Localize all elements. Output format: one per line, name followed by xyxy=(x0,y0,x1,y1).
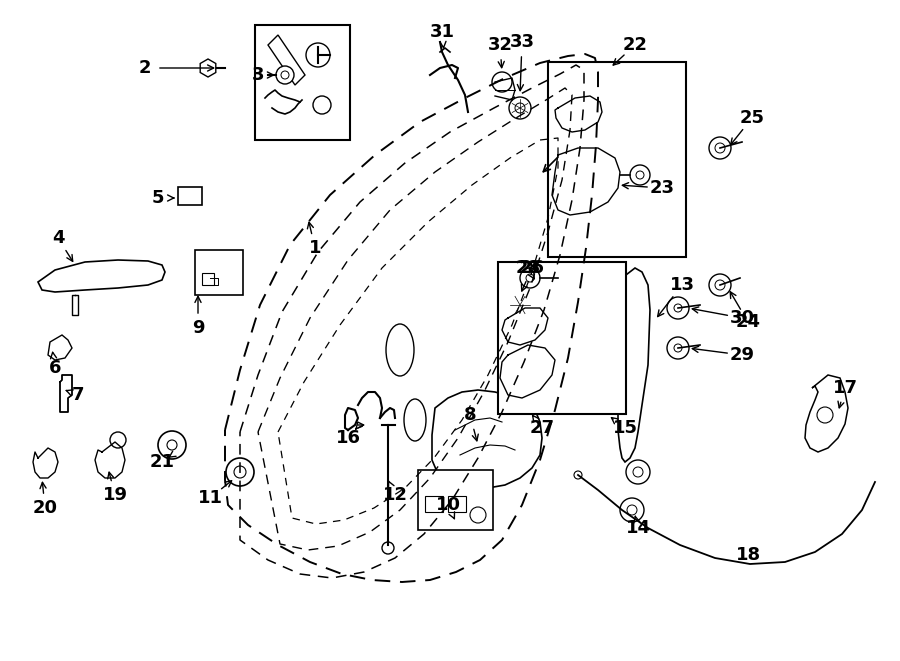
Bar xyxy=(195,250,243,295)
Text: 7: 7 xyxy=(72,386,85,404)
Text: 23: 23 xyxy=(650,179,674,197)
Circle shape xyxy=(674,344,682,352)
Circle shape xyxy=(667,337,689,359)
Text: 17: 17 xyxy=(832,379,858,397)
Circle shape xyxy=(470,507,486,523)
Circle shape xyxy=(709,274,731,296)
Circle shape xyxy=(630,165,650,185)
Text: 19: 19 xyxy=(103,486,128,504)
Circle shape xyxy=(817,407,833,423)
Text: 8: 8 xyxy=(464,406,476,424)
Polygon shape xyxy=(33,448,58,478)
Text: 22: 22 xyxy=(623,36,647,54)
Text: 13: 13 xyxy=(670,276,695,294)
Circle shape xyxy=(520,268,540,288)
Text: 27: 27 xyxy=(529,419,554,437)
Text: 15: 15 xyxy=(613,419,637,437)
Circle shape xyxy=(574,471,582,479)
Circle shape xyxy=(515,103,525,113)
Text: 12: 12 xyxy=(382,486,408,504)
Polygon shape xyxy=(38,260,165,292)
Polygon shape xyxy=(618,268,650,462)
Text: 10: 10 xyxy=(436,496,461,514)
Circle shape xyxy=(636,171,644,179)
Bar xyxy=(418,470,493,530)
Circle shape xyxy=(382,542,394,554)
Text: 6: 6 xyxy=(49,359,61,377)
Circle shape xyxy=(313,96,331,114)
Circle shape xyxy=(715,280,725,290)
Circle shape xyxy=(674,304,682,312)
Text: 16: 16 xyxy=(336,429,361,447)
Text: 24: 24 xyxy=(735,313,760,331)
Text: 31: 31 xyxy=(429,23,454,41)
Bar xyxy=(202,273,214,285)
Text: 26: 26 xyxy=(519,259,544,277)
Text: 30: 30 xyxy=(730,309,754,327)
Circle shape xyxy=(633,467,643,477)
Text: 1: 1 xyxy=(309,239,321,257)
Polygon shape xyxy=(432,390,542,488)
Circle shape xyxy=(167,440,177,450)
Bar xyxy=(498,262,626,414)
Text: 28: 28 xyxy=(516,259,541,277)
Circle shape xyxy=(306,43,330,67)
Bar xyxy=(548,62,686,257)
Text: 25: 25 xyxy=(740,109,764,127)
Polygon shape xyxy=(60,375,72,412)
Circle shape xyxy=(515,300,525,310)
Text: 5: 5 xyxy=(152,189,164,207)
Polygon shape xyxy=(805,375,848,452)
Bar xyxy=(425,496,443,512)
Text: 33: 33 xyxy=(509,33,535,51)
Circle shape xyxy=(626,460,650,484)
Text: 9: 9 xyxy=(192,319,204,337)
Circle shape xyxy=(667,297,689,319)
Bar xyxy=(448,496,466,512)
Circle shape xyxy=(627,505,637,515)
Text: 3: 3 xyxy=(252,66,265,84)
Text: 29: 29 xyxy=(730,346,754,364)
Circle shape xyxy=(276,66,294,84)
Text: 32: 32 xyxy=(488,36,512,54)
Circle shape xyxy=(226,458,254,486)
Text: 18: 18 xyxy=(735,546,760,564)
Circle shape xyxy=(508,293,532,317)
Polygon shape xyxy=(502,308,548,345)
Polygon shape xyxy=(552,148,620,215)
Circle shape xyxy=(234,466,246,478)
Polygon shape xyxy=(48,335,72,360)
Text: 21: 21 xyxy=(149,453,175,471)
Bar xyxy=(255,25,350,140)
Circle shape xyxy=(620,498,644,522)
Bar xyxy=(178,187,202,205)
Circle shape xyxy=(110,432,126,448)
Ellipse shape xyxy=(404,399,426,441)
Text: 14: 14 xyxy=(626,519,651,537)
Text: 20: 20 xyxy=(32,499,58,517)
Circle shape xyxy=(526,274,534,282)
Polygon shape xyxy=(268,35,305,85)
Text: 11: 11 xyxy=(197,489,222,507)
Circle shape xyxy=(492,72,512,92)
Circle shape xyxy=(281,71,289,79)
Circle shape xyxy=(509,97,531,119)
Polygon shape xyxy=(95,442,125,478)
Circle shape xyxy=(709,137,731,159)
Text: 2: 2 xyxy=(139,59,151,77)
Polygon shape xyxy=(555,96,602,132)
Circle shape xyxy=(715,143,725,153)
Text: 4: 4 xyxy=(52,229,64,247)
Polygon shape xyxy=(500,345,555,398)
Circle shape xyxy=(158,431,186,459)
Ellipse shape xyxy=(386,324,414,376)
